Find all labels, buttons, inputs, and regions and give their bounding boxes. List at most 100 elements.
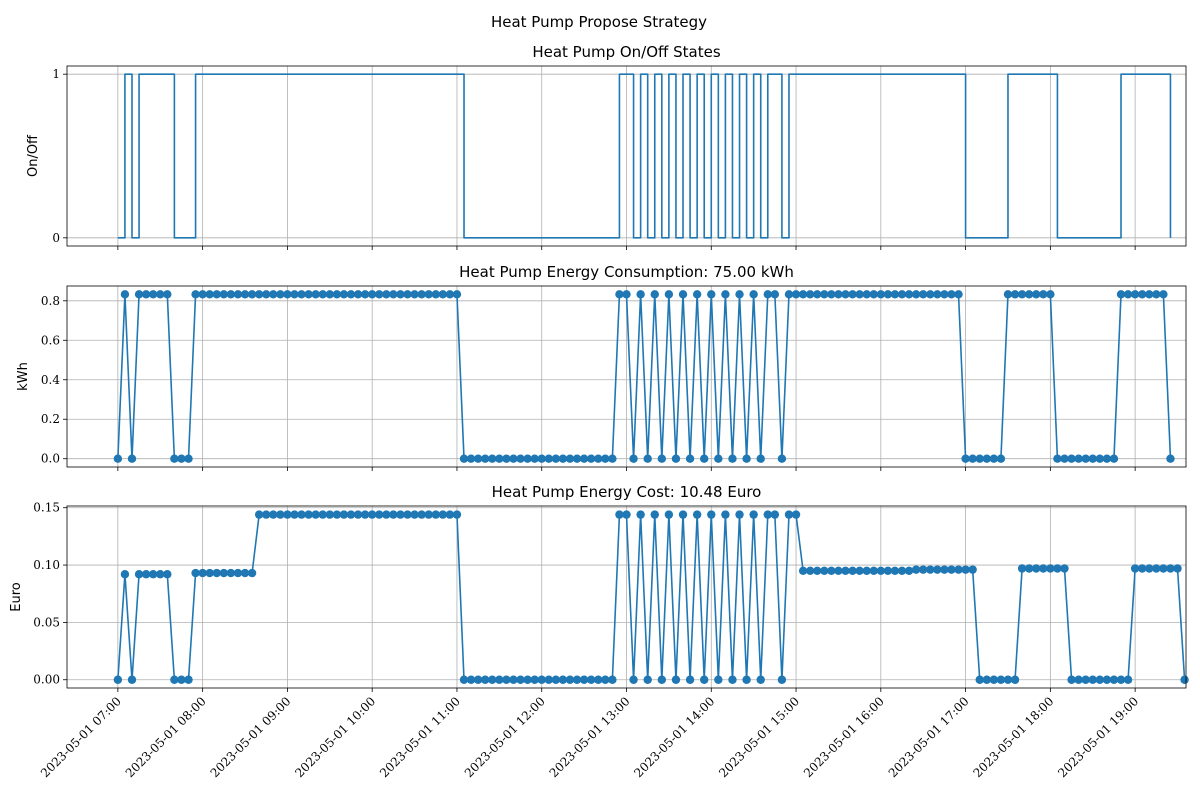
cost-data-point <box>586 675 596 684</box>
energy-data-point <box>353 290 363 299</box>
energy-axes-frame <box>66 285 1187 468</box>
energy-data-point <box>254 290 264 299</box>
energy-data-point <box>389 290 398 299</box>
cost-data-point <box>269 510 278 519</box>
cost-data-point <box>707 510 716 519</box>
cost-data-point <box>608 675 617 684</box>
cost-data-point <box>459 675 469 684</box>
energy-data-point <box>1074 454 1083 463</box>
energy-data-point <box>481 454 490 463</box>
cost-data-point <box>431 510 440 519</box>
cost-data-point <box>636 510 645 519</box>
cost-data-point <box>791 510 801 519</box>
energy-data-point <box>968 454 977 463</box>
energy-data-point <box>1032 290 1041 299</box>
cost-data-point <box>876 566 886 575</box>
cost-data-point <box>1173 564 1182 573</box>
cost-y-tick-label: 0.00 <box>33 673 60 687</box>
cost-data-point <box>495 675 504 684</box>
cost-data-point <box>466 675 476 684</box>
figure-suptitle: Heat Pump Propose Strategy <box>491 13 707 31</box>
energy-data-point <box>396 290 405 299</box>
energy-data-point <box>269 290 278 299</box>
cost-data-point <box>883 566 893 575</box>
cost-data-point <box>226 568 236 578</box>
energy-y-axis-label: kWh <box>16 362 31 391</box>
cost-data-point <box>346 510 356 519</box>
cost-data-point <box>763 510 772 519</box>
cost-data-point <box>777 675 787 684</box>
cost-data-point <box>283 510 292 519</box>
energy-data-point <box>332 290 342 299</box>
cost-data-point <box>1024 564 1034 573</box>
cost-data-point <box>629 675 638 684</box>
energy-data-point <box>883 290 893 299</box>
energy-data-point <box>1067 454 1076 463</box>
energy-data-point <box>276 290 285 299</box>
cost-data-point <box>332 510 342 519</box>
energy-data-point <box>198 290 207 299</box>
cost-y-axis-label: Euro <box>9 582 24 612</box>
cost-data-point <box>1166 564 1175 573</box>
cost-data-point <box>141 570 151 579</box>
cost-data-point <box>671 675 681 684</box>
energy-data-point <box>664 290 674 299</box>
energy-data-point <box>473 454 483 463</box>
cost-data-point <box>1010 675 1020 684</box>
energy-data-point <box>954 290 963 299</box>
cost-data-point <box>148 570 158 579</box>
cost-data-point <box>318 510 327 519</box>
cost-data-point <box>367 510 377 519</box>
energy-data-point <box>502 454 511 463</box>
cost-data-point <box>975 675 984 684</box>
cost-data-point <box>445 510 455 519</box>
energy-data-point <box>375 290 384 299</box>
energy-data-point <box>805 290 815 299</box>
cost-data-point <box>1152 564 1161 573</box>
energy-data-point <box>544 454 553 463</box>
onoff-series-line <box>117 73 1172 239</box>
energy-title: Heat Pump Energy Consumption: 75.00 kWh <box>459 263 794 281</box>
energy-data-point <box>650 290 659 299</box>
energy-data-point <box>495 454 504 463</box>
energy-data-point <box>445 290 455 299</box>
cost-data-point <box>163 570 172 579</box>
cost-data-point <box>1130 564 1140 573</box>
energy-data-point <box>996 454 1006 463</box>
cost-data-point <box>805 566 815 575</box>
cost-data-point <box>113 675 123 684</box>
energy-data-point <box>1017 290 1027 299</box>
energy-data-point <box>820 290 829 299</box>
energy-data-point <box>516 454 525 463</box>
energy-data-point <box>629 454 638 463</box>
energy-data-point <box>692 290 702 299</box>
energy-data-point <box>975 454 984 463</box>
energy-data-point <box>156 290 165 299</box>
cost-data-point <box>855 566 864 575</box>
energy-data-point <box>841 290 850 299</box>
cost-data-point <box>756 675 765 684</box>
energy-data-point <box>813 290 822 299</box>
energy-data-point <box>735 290 744 299</box>
cost-data-point <box>919 565 928 574</box>
energy-data-point <box>1130 290 1140 299</box>
onoff-panel: 0 1 Heat Pump On/Off States On/Off <box>26 43 1187 250</box>
energy-data-point <box>233 290 243 299</box>
cost-data-point <box>579 675 589 684</box>
energy-data-point <box>127 454 137 463</box>
cost-data-point <box>240 568 250 578</box>
cost-data-point <box>1159 564 1168 573</box>
energy-data-point <box>876 290 886 299</box>
energy-data-point <box>961 454 970 463</box>
energy-data-point <box>452 290 462 299</box>
cost-data-point <box>1003 675 1013 684</box>
onoff-y-axis-label: On/Off <box>26 134 41 177</box>
cost-data-point <box>177 675 186 684</box>
energy-data-point <box>798 290 808 299</box>
energy-data-point <box>113 454 123 463</box>
cost-data-point <box>1138 564 1147 573</box>
cost-data-point <box>827 566 836 575</box>
cost-data-point <box>191 568 200 578</box>
energy-data-point <box>572 454 582 463</box>
